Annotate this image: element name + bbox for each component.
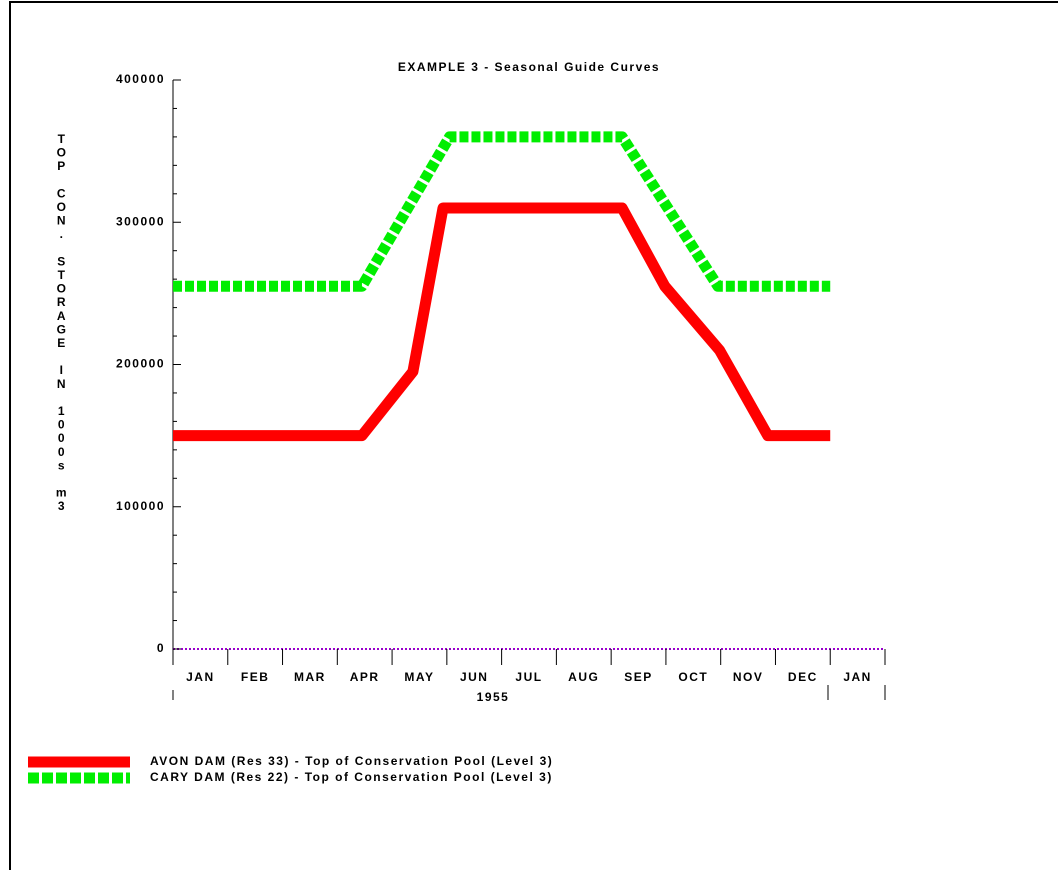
y-label-char: A xyxy=(57,309,67,323)
y-tick-label: 200000 xyxy=(116,357,165,371)
x-tick-label: JUL xyxy=(515,670,542,684)
y-label-char: 1 xyxy=(58,404,66,418)
x-tick-label: JAN xyxy=(843,670,872,684)
y-label-char: N xyxy=(57,377,67,391)
frame xyxy=(9,1,1058,870)
y-label-char: T xyxy=(58,132,67,146)
y-tick-label: 100000 xyxy=(116,499,165,513)
x-tick-label: DEC xyxy=(788,670,818,684)
x-tick-label: OCT xyxy=(678,670,708,684)
y-label-char: . xyxy=(60,227,65,241)
legend-label: CARY DAM (Res 22) - Top of Conservation … xyxy=(150,770,553,784)
x-tick-label: NOV xyxy=(733,670,764,684)
y-label-char: O xyxy=(57,282,68,296)
year-label: 1955 xyxy=(477,690,510,704)
y-label-char: m xyxy=(56,486,68,500)
y-label-char: P xyxy=(57,159,67,173)
y-label-char xyxy=(60,472,65,486)
y-label-char: 3 xyxy=(58,499,66,513)
y-label-char xyxy=(60,391,65,405)
chart-title: EXAMPLE 3 - Seasonal Guide Curves xyxy=(398,60,660,74)
series-line xyxy=(173,131,831,292)
x-tick-label: SEP xyxy=(624,670,653,684)
x-tick-label: JAN xyxy=(186,670,215,684)
y-label-char: R xyxy=(57,295,67,309)
y-label-char: 0 xyxy=(58,431,66,445)
series-line xyxy=(173,202,831,442)
legend-label: AVON DAM (Res 33) - Top of Conservation … xyxy=(150,754,553,768)
x-tick-label: FEB xyxy=(241,670,270,684)
y-label-char: G xyxy=(57,323,68,337)
y-label-char xyxy=(60,173,65,187)
y-label-char: I xyxy=(60,363,65,377)
x-tick-label: APR xyxy=(350,670,380,684)
y-tick-label: 0 xyxy=(157,641,165,655)
y-label-char: S xyxy=(57,255,67,269)
y-label-char: 0 xyxy=(58,418,66,432)
y-label-char: E xyxy=(57,336,67,350)
y-label-char: N xyxy=(57,214,67,228)
x-tick-label: MAY xyxy=(404,670,434,684)
y-label-char: O xyxy=(57,146,68,160)
y-label-char: C xyxy=(57,187,67,201)
x-tick-label: MAR xyxy=(294,670,326,684)
y-tick-label: 300000 xyxy=(116,214,165,228)
y-label-char: T xyxy=(58,268,67,282)
y-label-char: 0 xyxy=(58,445,66,459)
y-label-char xyxy=(60,241,65,255)
y-tick-label: 400000 xyxy=(116,72,165,86)
x-tick-label: JUN xyxy=(460,670,489,684)
y-label-char xyxy=(60,350,65,364)
x-tick-label: AUG xyxy=(568,670,599,684)
y-label-char: O xyxy=(57,200,68,214)
y-label-char: s xyxy=(58,459,66,473)
